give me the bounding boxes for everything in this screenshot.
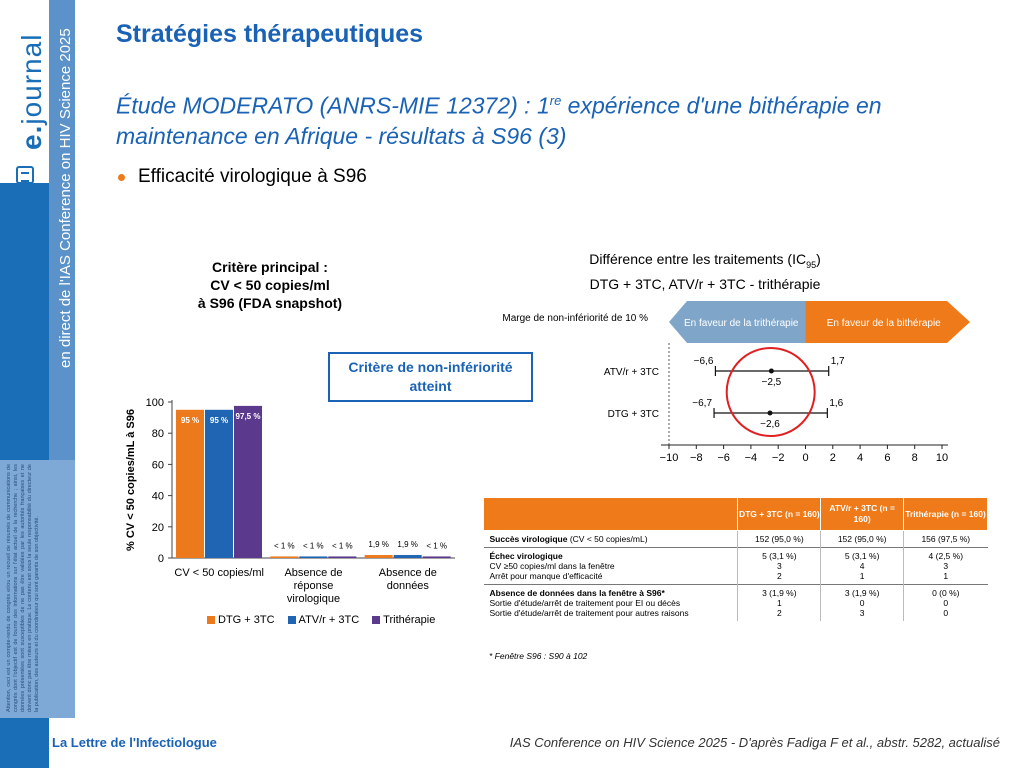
table-cell-label: Succès virologique (CV < 50 copies/mL) bbox=[483, 530, 738, 548]
x-tick-label: 6 bbox=[884, 452, 890, 464]
highlight-circle bbox=[725, 347, 816, 437]
bar bbox=[176, 409, 204, 558]
footer-reference: IAS Conference on HIV Science 2025 - D'a… bbox=[509, 735, 1000, 750]
bar bbox=[364, 555, 393, 558]
forest-plot: En faveur de la trithérapie En faveur de … bbox=[502, 301, 970, 464]
x-tick-label: 10 bbox=[936, 452, 948, 464]
table-cell: 4 (2,5 %) 3 1 bbox=[903, 547, 988, 585]
bar bbox=[299, 556, 328, 558]
table-cell-label: Échec virologique CV ≥50 copies/ml dans l… bbox=[483, 547, 738, 585]
bar-chart: 0 20 40 60 80 100 % CV < 50 copies/mL à S96 95 … bbox=[125, 397, 455, 605]
table-footnote: * Fenêtre S96 : S90 à 102 bbox=[489, 651, 588, 661]
x-tick-label: −2 bbox=[772, 452, 785, 464]
ci-lower-label: −6,6 bbox=[694, 356, 714, 367]
bar bbox=[393, 555, 422, 558]
legend-item-atv: ATV/r + 3TC bbox=[287, 614, 359, 626]
table-cell: 152 (95,0 %) bbox=[820, 530, 904, 548]
journal-icon bbox=[16, 166, 34, 184]
ci-lower-label: −6,7 bbox=[692, 398, 712, 409]
y-tick-label: 20 bbox=[152, 522, 164, 534]
bar bbox=[234, 405, 262, 558]
forest-row-label: ATV/r + 3TC bbox=[604, 367, 659, 378]
bar-data-label: 97,5 % bbox=[236, 412, 261, 421]
table-header-row: DTG + 3TC (n = 160) ATV/r + 3TC (n = 160… bbox=[482, 497, 988, 531]
bar-data-label: 95 % bbox=[210, 416, 228, 425]
legend-item-dtg: DTG + 3TC bbox=[207, 614, 275, 626]
brand-logo: e.journal bbox=[16, 33, 47, 150]
x-tick-label: −8 bbox=[690, 452, 703, 464]
bar-data-label: 1,9 % bbox=[397, 540, 417, 549]
bar bbox=[270, 556, 299, 558]
x-tick-label: 0 bbox=[802, 452, 808, 464]
y-tick-label: 80 bbox=[152, 428, 164, 440]
x-tick-label: −4 bbox=[745, 452, 758, 464]
bar bbox=[422, 556, 451, 558]
x-tick-label: 2 bbox=[830, 452, 836, 464]
table-row: Absence de données dans la fenêtre à S96… bbox=[483, 584, 988, 621]
bullet-point: Efficacité virologique à S96 bbox=[118, 166, 367, 188]
x-tick-label: 8 bbox=[912, 452, 918, 464]
bullet-text: Efficacité virologique à S96 bbox=[138, 166, 367, 187]
sidebar-disclaimer-area bbox=[0, 460, 75, 718]
table-cell: 156 (97,5 %) bbox=[903, 530, 988, 548]
bar-chart-title: Critère principal : CV < 50 copies/ml à … bbox=[197, 259, 343, 311]
arrow-left-shape bbox=[669, 301, 806, 343]
table-row: Échec virologique CV ≥50 copies/ml dans l… bbox=[483, 547, 988, 585]
table-cell: 0 (0 %) 0 0 bbox=[903, 584, 988, 621]
x-tick-label: CV < 50 copies/ml bbox=[174, 567, 264, 579]
bar-data-label: 95 % bbox=[181, 416, 199, 425]
table-header: Trithérapie (n = 160) bbox=[903, 497, 988, 531]
table-header: ATV/r + 3TC (n = 160) bbox=[820, 497, 905, 531]
y-axis-label: % CV < 50 copies/mL à S96 bbox=[125, 409, 137, 551]
y-tick-label: 100 bbox=[146, 397, 164, 409]
forest-plot-heading: Différence entre les traitements (IC95) … bbox=[589, 251, 821, 292]
sidebar-brand-area bbox=[0, 0, 49, 183]
ci-upper-label: 1,6 bbox=[829, 398, 843, 409]
bar-data-label: < 1 % bbox=[274, 541, 295, 550]
table-cell-label: Absence de données dans la fenêtre à S96… bbox=[483, 584, 738, 621]
table-cell: 3 (1,9 %) 0 3 bbox=[820, 584, 904, 621]
table-cell: 5 (3,1 %) 3 2 bbox=[737, 547, 821, 585]
bar-data-label: < 1 % bbox=[426, 541, 447, 550]
arrow-right-label: En faveur de la bithérapie bbox=[827, 318, 941, 329]
arrow-right-shape bbox=[805, 301, 970, 343]
x-tick-label: −6 bbox=[717, 452, 730, 464]
x-tick-label: Absence de données bbox=[379, 567, 437, 592]
y-tick-label: 40 bbox=[152, 491, 164, 503]
point-estimate bbox=[768, 368, 774, 374]
table-cell: 3 (1,9 %) 1 2 bbox=[737, 584, 821, 621]
bar bbox=[205, 409, 233, 558]
x-tick-label: Absence de réponse virologique bbox=[284, 567, 342, 605]
bar-data-label: < 1 % bbox=[303, 541, 324, 550]
bar bbox=[328, 556, 357, 558]
table-header bbox=[482, 497, 739, 531]
table-row: Succès virologique (CV < 50 copies/mL) 1… bbox=[483, 530, 988, 548]
table-cell: 5 (3,1 %) 4 1 bbox=[820, 547, 904, 585]
margin-label: Marge de non-infériorité de 10 % bbox=[502, 313, 648, 324]
page-title: Stratégies thérapeutiques bbox=[116, 20, 424, 48]
forest-row-label: DTG + 3TC bbox=[608, 409, 659, 420]
results-table: DTG + 3TC (n = 160) ATV/r + 3TC (n = 160… bbox=[482, 497, 988, 621]
bar-data-label: 1,9 % bbox=[368, 540, 388, 549]
bullet-icon bbox=[118, 173, 125, 181]
page-subtitle: Étude MODERATO (ANRS-MIE 12372) : 1re ex… bbox=[116, 92, 882, 149]
bar-chart-legend: DTG + 3TC ATV/r + 3TC Trithérapie bbox=[207, 614, 435, 626]
point-estimate bbox=[767, 410, 773, 416]
disclaimer-text: Attention, ceci est un compte-rendu de c… bbox=[6, 464, 40, 712]
footer-journal-name: La Lettre de l'Infectiologue bbox=[52, 735, 217, 750]
x-tick-label: −10 bbox=[660, 452, 679, 464]
estimate-label: −2,6 bbox=[760, 419, 780, 430]
y-tick-label: 60 bbox=[152, 459, 164, 471]
legend-item-tri: Trithérapie bbox=[372, 614, 435, 626]
bar-data-label: < 1 % bbox=[332, 541, 353, 550]
y-tick-label: 0 bbox=[158, 553, 164, 565]
arrow-left-label: En faveur de la trithérapie bbox=[684, 318, 799, 329]
table-header: DTG + 3TC (n = 160) bbox=[737, 497, 822, 531]
conference-label: en direct de l'IAS Conference on HIV Sci… bbox=[57, 28, 74, 368]
non-inferiority-box: Critère de non-infériorité atteint bbox=[328, 352, 533, 402]
estimate-label: −2,5 bbox=[762, 377, 782, 388]
x-tick-label: 4 bbox=[857, 452, 863, 464]
ci-upper-label: 1,7 bbox=[831, 356, 845, 367]
table-cell: 152 (95,0 %) bbox=[737, 530, 821, 548]
